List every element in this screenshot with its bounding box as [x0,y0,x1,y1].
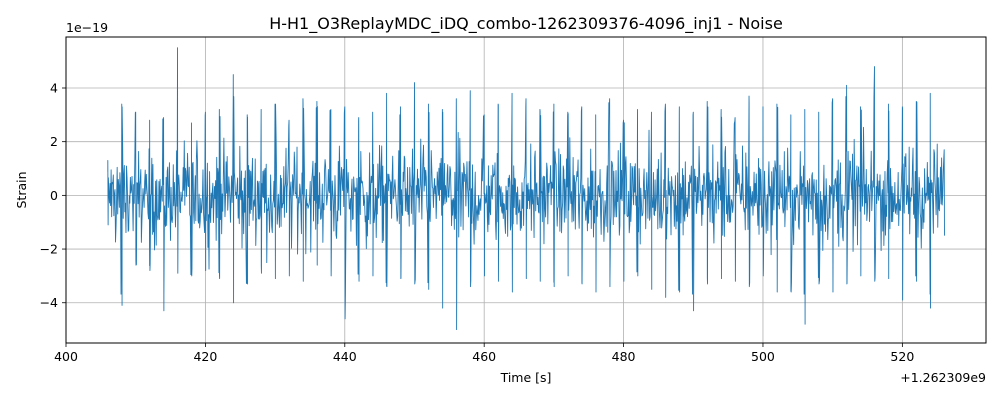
x-tick-label: 500 [751,349,775,364]
y-tick-label: 0 [50,188,58,203]
y-axis-label: Strain [14,171,29,208]
noise-series [107,47,945,331]
x-tick-label: 440 [333,349,357,364]
chart-title: H-H1_O3ReplayMDC_iDQ_combo-1262309376-40… [269,14,783,34]
y-tick-label: 4 [50,81,58,96]
y-axis-scale-label: 1e−19 [66,20,108,35]
x-tick-label: 420 [193,349,217,364]
plot-frame [65,36,987,344]
x-tick-label: 460 [472,349,496,364]
y-tick-label: −2 [40,242,58,257]
y-tick-label: 2 [50,134,58,149]
x-tick-label: 480 [612,349,636,364]
x-tick-label: 520 [890,349,914,364]
noise-series-line [107,47,945,331]
x-tick-label: 400 [54,349,78,364]
y-tick-label: −4 [40,295,58,310]
x-axis-offset-label: +1.262309e9 [900,370,986,385]
axis-ticks: 400 420 440 460 480 500 520 −4 −2 0 2 4 [40,81,915,365]
x-axis-label: Time [s] [500,370,552,385]
